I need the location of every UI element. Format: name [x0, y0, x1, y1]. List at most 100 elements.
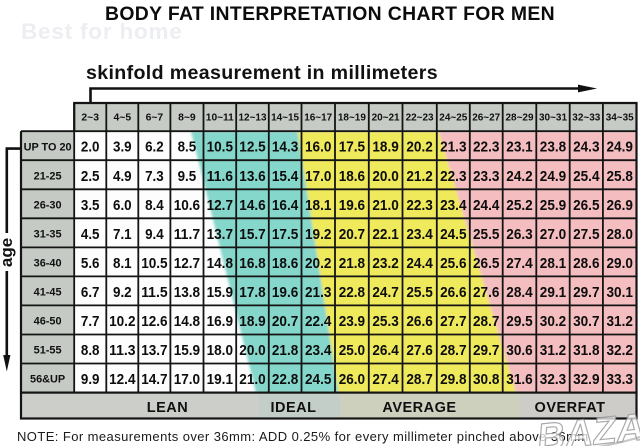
svg-text:29.7: 29.7: [573, 284, 599, 301]
svg-text:11.7: 11.7: [174, 226, 200, 243]
svg-text:31.2: 31.2: [540, 342, 566, 359]
svg-text:26.5: 26.5: [573, 197, 599, 214]
svg-text:30.7: 30.7: [573, 313, 599, 330]
svg-text:25.5: 25.5: [406, 284, 432, 301]
svg-text:17.8: 17.8: [239, 284, 265, 301]
svg-text:18.9: 18.9: [372, 139, 398, 156]
svg-text:27.7: 27.7: [440, 313, 466, 330]
svg-text:24~25: 24~25: [439, 113, 467, 124]
svg-text:22.8: 22.8: [272, 371, 298, 388]
svg-text:11.6: 11.6: [207, 168, 233, 185]
svg-text:26.0: 26.0: [339, 371, 365, 388]
svg-text:24.2: 24.2: [506, 168, 532, 185]
svg-text:10.5: 10.5: [141, 255, 167, 272]
svg-text:29.0: 29.0: [607, 255, 633, 272]
svg-text:19.2: 19.2: [305, 226, 331, 243]
svg-text:21-25: 21-25: [34, 171, 62, 183]
svg-text:28.7: 28.7: [406, 371, 432, 388]
svg-text:31-35: 31-35: [34, 229, 62, 241]
svg-text:26.6: 26.6: [406, 313, 432, 330]
svg-text:15.9: 15.9: [174, 342, 200, 359]
svg-text:29.1: 29.1: [540, 284, 566, 301]
svg-text:28.4: 28.4: [506, 284, 533, 301]
svg-text:30.2: 30.2: [540, 313, 566, 330]
svg-text:3.9: 3.9: [113, 139, 132, 156]
svg-text:22.1: 22.1: [372, 226, 398, 243]
svg-text:9.9: 9.9: [81, 371, 100, 388]
svg-text:18.6: 18.6: [272, 255, 298, 272]
svg-text:24.5: 24.5: [440, 226, 466, 243]
svg-text:26-30: 26-30: [34, 200, 62, 212]
svg-text:21.8: 21.8: [339, 255, 365, 272]
svg-text:23.8: 23.8: [540, 139, 566, 156]
svg-text:12.5: 12.5: [239, 139, 265, 156]
svg-text:22.3: 22.3: [406, 197, 432, 214]
svg-text:12.4: 12.4: [109, 371, 136, 388]
svg-text:22.3: 22.3: [440, 168, 466, 185]
svg-text:5.6: 5.6: [81, 255, 100, 272]
svg-text:9.2: 9.2: [113, 284, 132, 301]
svg-text:41-45: 41-45: [34, 287, 62, 299]
svg-text:12.7: 12.7: [207, 197, 233, 214]
svg-text:18~19: 18~19: [338, 113, 366, 124]
svg-text:9.4: 9.4: [145, 226, 164, 243]
svg-text:20.0: 20.0: [239, 342, 265, 359]
svg-text:20.2: 20.2: [406, 139, 432, 156]
svg-text:11.3: 11.3: [109, 342, 135, 359]
svg-text:23.2: 23.2: [372, 255, 398, 272]
svg-text:21.0: 21.0: [372, 197, 398, 214]
svg-text:24.4: 24.4: [406, 255, 433, 272]
svg-text:27.6: 27.6: [473, 284, 499, 301]
svg-text:30.6: 30.6: [506, 342, 532, 359]
svg-text:13.7: 13.7: [141, 342, 167, 359]
svg-text:6~7: 6~7: [146, 113, 164, 124]
svg-text:27.0: 27.0: [540, 226, 566, 243]
svg-text:skinfold measurement in millim: skinfold measurement in millimeters: [86, 62, 438, 84]
svg-text:36-40: 36-40: [34, 258, 62, 270]
svg-text:56&UP: 56&UP: [30, 374, 65, 386]
svg-text:30.8: 30.8: [473, 371, 499, 388]
svg-text:46-50: 46-50: [34, 316, 62, 328]
svg-text:21.3: 21.3: [440, 139, 466, 156]
svg-text:4~5: 4~5: [113, 113, 131, 124]
svg-text:25.2: 25.2: [506, 197, 532, 214]
svg-text:14~15: 14~15: [271, 113, 299, 124]
svg-text:14.7: 14.7: [141, 371, 167, 388]
svg-text:25.5: 25.5: [473, 226, 499, 243]
svg-text:BODY FAT INTERPRETATION CHART: BODY FAT INTERPRETATION CHART FOR MEN: [105, 3, 555, 25]
svg-text:23.9: 23.9: [339, 313, 365, 330]
svg-text:15.7: 15.7: [239, 226, 265, 243]
svg-text:Best for home: Best for home: [21, 19, 183, 44]
svg-text:22.4: 22.4: [305, 313, 332, 330]
svg-text:13.6: 13.6: [239, 168, 265, 185]
svg-text:LEAN: LEAN: [147, 400, 188, 416]
svg-text:2~3: 2~3: [81, 113, 99, 124]
svg-text:16.8: 16.8: [239, 255, 265, 272]
svg-text:10~11: 10~11: [206, 113, 234, 124]
svg-text:16~17: 16~17: [304, 113, 332, 124]
svg-text:8.1: 8.1: [113, 255, 132, 272]
svg-text:10.5: 10.5: [207, 139, 233, 156]
svg-text:25.3: 25.3: [372, 313, 398, 330]
svg-text:24.7: 24.7: [372, 284, 398, 301]
svg-text:7.7: 7.7: [81, 313, 100, 330]
svg-text:33.3: 33.3: [607, 371, 633, 388]
svg-text:28.6: 28.6: [573, 255, 599, 272]
svg-text:26.5: 26.5: [473, 255, 499, 272]
svg-text:14.8: 14.8: [207, 255, 233, 272]
svg-text:13.7: 13.7: [207, 226, 233, 243]
svg-text:23.1: 23.1: [506, 139, 532, 156]
svg-text:3.5: 3.5: [81, 197, 100, 214]
svg-text:14.6: 14.6: [239, 197, 265, 214]
svg-text:28.7: 28.7: [440, 342, 466, 359]
svg-text:17.5: 17.5: [272, 226, 298, 243]
svg-text:25.8: 25.8: [607, 168, 633, 185]
svg-text:16.4: 16.4: [272, 197, 299, 214]
svg-text:13.8: 13.8: [174, 284, 200, 301]
svg-text:18.1: 18.1: [305, 197, 331, 214]
svg-text:7.1: 7.1: [113, 226, 132, 243]
svg-text:6.2: 6.2: [145, 139, 164, 156]
svg-text:25.4: 25.4: [573, 168, 600, 185]
svg-text:18.6: 18.6: [339, 168, 365, 185]
svg-text:32.9: 32.9: [573, 371, 599, 388]
